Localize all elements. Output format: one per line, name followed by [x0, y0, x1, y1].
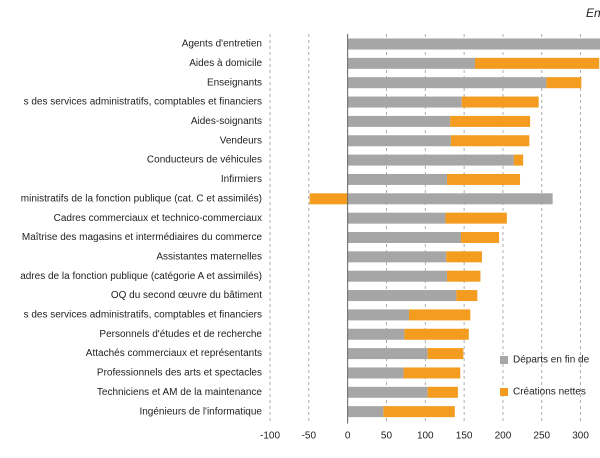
bar [347, 290, 457, 302]
bar [347, 193, 553, 205]
bar [404, 328, 469, 340]
y-tick-label: Cadres commerciaux et technico-commercia… [54, 213, 262, 224]
bar [347, 212, 446, 224]
y-tick-label: Agents d'entretien [182, 39, 262, 50]
bar [347, 270, 448, 282]
bar [347, 232, 462, 243]
x-tick-label: 300 [572, 431, 589, 442]
y-tick-label: s des services administratifs, comptable… [24, 310, 262, 321]
bar [403, 367, 461, 379]
legend-swatch [500, 388, 508, 396]
bar [446, 251, 482, 263]
bar [445, 212, 507, 224]
y-tick-label: s des services administratifs, comptable… [24, 97, 262, 108]
y-tick-label: adres de la fonction publique (catégorie… [20, 271, 262, 282]
bar [450, 135, 530, 147]
bar [347, 328, 405, 340]
bar [347, 77, 547, 89]
chart-title: En [586, 6, 600, 20]
bar [461, 96, 539, 108]
x-tick-label: -50 [302, 431, 317, 442]
x-tick-label: 50 [381, 431, 393, 442]
bar [347, 96, 462, 108]
bar [456, 290, 478, 302]
bar [427, 348, 464, 360]
bar [347, 386, 428, 398]
y-tick-label: ministratifs de la fonction publique (ca… [21, 193, 262, 204]
x-tick-label: 0 [345, 431, 351, 442]
bar [347, 115, 451, 127]
bar [347, 57, 475, 69]
bar [347, 348, 428, 360]
bar [347, 406, 384, 418]
y-tick-label: Assistantes maternelles [156, 251, 262, 262]
y-tick-label: Vendeurs [220, 135, 262, 146]
bar [347, 38, 600, 50]
y-tick-label: OQ du second œuvre du bâtiment [111, 290, 262, 301]
x-tick-label: 100 [417, 431, 434, 442]
y-tick-label: Conducteurs de véhicules [147, 155, 262, 166]
y-tick-label: Ingénieurs de l'informatique [139, 406, 262, 417]
y-tick-label: Aides-soignants [191, 116, 262, 127]
y-tick-label: Infirmiers [221, 174, 262, 185]
y-tick-label: Maîtrise des magasins et intermédiaires … [22, 232, 263, 243]
x-tick-label: 150 [456, 431, 473, 442]
x-tick-label: 200 [495, 431, 512, 442]
bar [513, 154, 524, 166]
bar [383, 406, 455, 418]
y-tick-label: Attachés commerciaux et représentants [86, 348, 262, 359]
legend-swatch [500, 356, 508, 364]
y-tick-label: Enseignants [207, 77, 262, 88]
bar [447, 173, 521, 185]
y-tick-label: Techniciens et AM de la maintenance [97, 387, 263, 398]
bar [347, 173, 448, 185]
bar [408, 309, 471, 321]
legend-label: Créations nettes [513, 387, 586, 398]
bar [427, 386, 458, 398]
legend-label: Départs en fin de [513, 355, 590, 366]
bar [347, 309, 409, 321]
bar [461, 232, 500, 243]
x-tick-label: 250 [533, 431, 550, 442]
bar [309, 193, 348, 205]
bar [347, 154, 514, 166]
x-tick-label: -100 [260, 431, 280, 442]
y-tick-label: Professionnels des arts et spectacles [97, 368, 262, 379]
y-tick-label: Aides à domicile [189, 58, 262, 69]
bar [450, 115, 531, 127]
bar [447, 270, 481, 282]
bar [474, 57, 600, 69]
bar [347, 367, 404, 379]
bar [347, 251, 447, 263]
bar [347, 135, 451, 147]
y-tick-label: Personnels d'études et de recherche [99, 329, 262, 340]
bar [546, 77, 582, 89]
